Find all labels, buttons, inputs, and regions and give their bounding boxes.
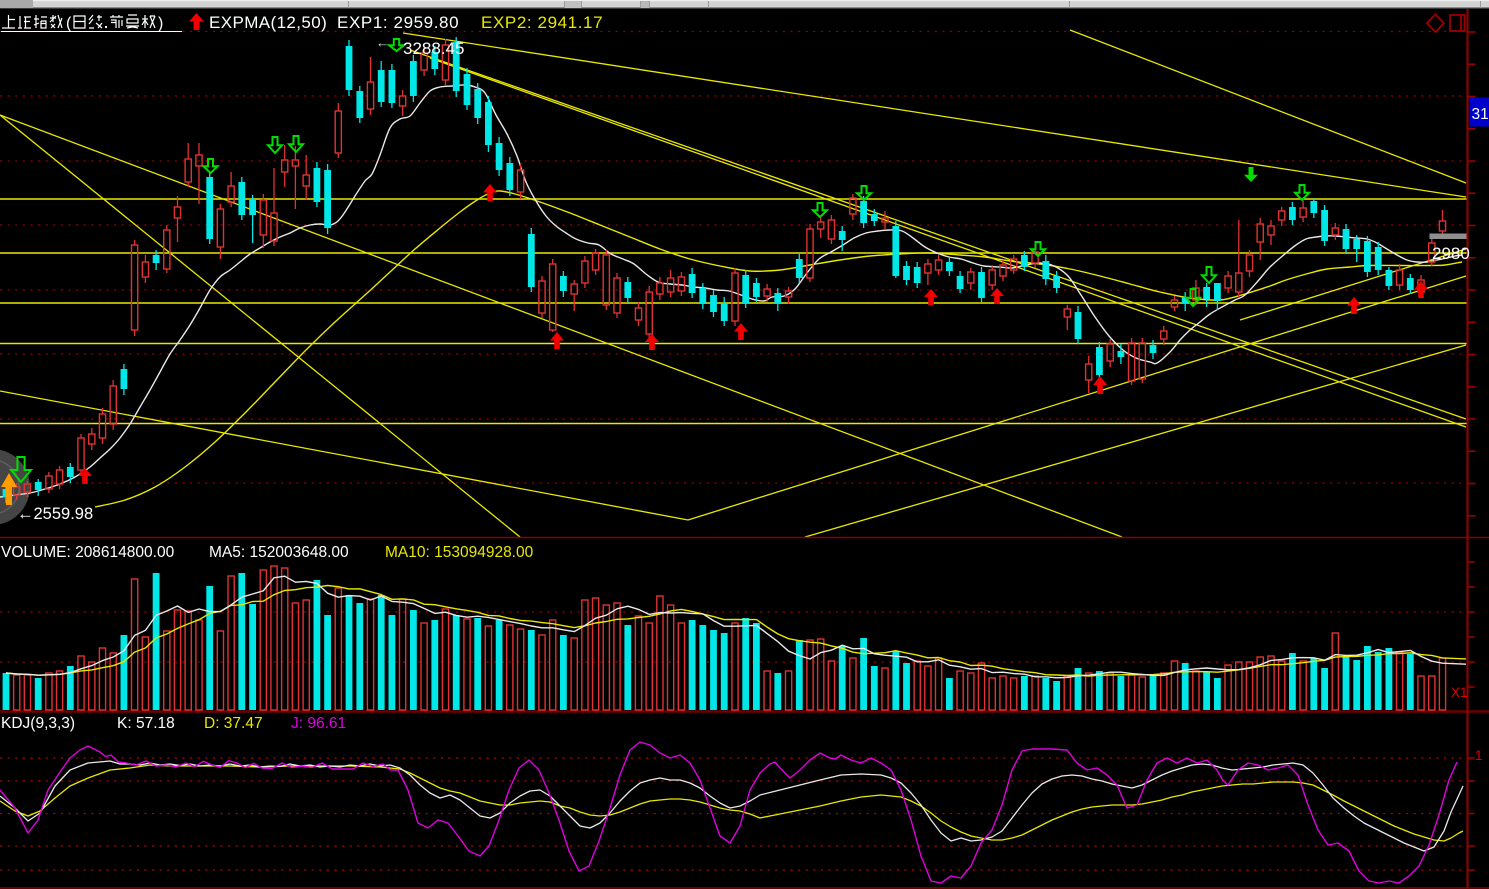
svg-text:1: 1: [1475, 748, 1483, 763]
svg-text:EXP1: 2959.80: EXP1: 2959.80: [337, 13, 459, 32]
svg-text:←2559.98: ←2559.98: [17, 505, 93, 523]
svg-text:←: ←: [376, 35, 389, 50]
svg-text:KDJ(9,3,3): KDJ(9,3,3): [1, 715, 75, 732]
svg-text:(: (: [66, 15, 72, 32]
svg-text:K: 57.18: K: 57.18: [117, 715, 175, 732]
svg-text:J: 96.61: J: 96.61: [291, 715, 346, 732]
svg-text:MA5: 152003648.00: MA5: 152003648.00: [209, 544, 349, 561]
svg-text:EXP2: 2941.17: EXP2: 2941.17: [481, 13, 603, 32]
svg-text:3288.45: 3288.45: [403, 39, 464, 58]
svg-text:VOLUME: 208614800.00: VOLUME: 208614800.00: [1, 544, 175, 561]
svg-text:X1: X1: [1451, 685, 1468, 700]
svg-text:2980: 2980: [1432, 244, 1470, 263]
svg-text:31: 31: [1472, 106, 1489, 123]
svg-text:): ): [158, 15, 163, 32]
svg-text:EXPMA(12,50): EXPMA(12,50): [209, 13, 327, 32]
svg-text:MA10: 153094928.00: MA10: 153094928.00: [385, 544, 534, 561]
svg-text:D: 37.47: D: 37.47: [204, 715, 263, 732]
